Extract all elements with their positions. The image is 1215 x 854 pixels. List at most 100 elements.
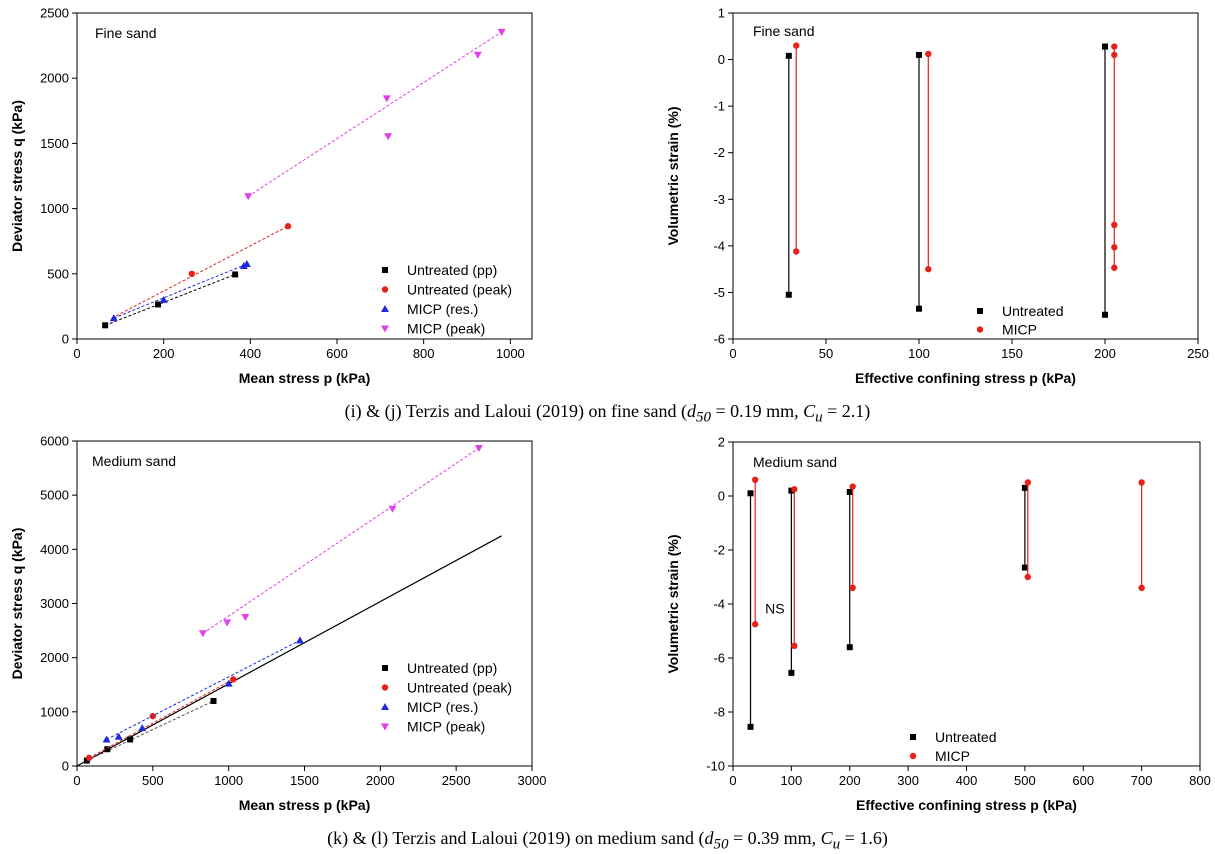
x-tick-label: 800 [1189, 773, 1211, 788]
data-point [188, 270, 196, 277]
legend-item: MICP (peak) [381, 321, 485, 337]
data-point [791, 642, 798, 650]
chart-title: Fine sand [95, 25, 156, 41]
x-tick-label: 200 [839, 773, 861, 788]
data-point [925, 50, 932, 58]
data-point [788, 487, 795, 494]
trend-line [88, 678, 234, 759]
data-point [109, 314, 118, 322]
y-axis-label: Volumetric strain (%) [665, 535, 681, 674]
data-point [382, 95, 391, 103]
trend-line [113, 263, 248, 319]
y-axis: 0 1000 2000 3000 4000 5000 6000 [40, 434, 77, 774]
x-axis: 0 50 100 150 200 250 [729, 339, 1209, 361]
series-untreated-peak [111, 223, 292, 319]
data-point [788, 669, 795, 676]
y-tick-label: 1000 [40, 201, 69, 216]
x-tick-label: 2500 [442, 773, 471, 788]
x-tick-label: 2000 [366, 773, 395, 788]
legend-item: Untreated (peak) [381, 282, 512, 298]
x-tick-label: 100 [908, 346, 930, 361]
data-point [1021, 564, 1028, 571]
caption-value-d: = 0.39 mm, [728, 828, 821, 848]
caption-sub-c: u [815, 409, 823, 426]
legend-marker [382, 665, 388, 671]
legend-marker [381, 305, 389, 312]
data-point [223, 619, 232, 627]
x-tick-label: 1000 [214, 773, 243, 788]
data-point [497, 28, 506, 36]
data-point [916, 51, 922, 58]
series-untreated-pp [83, 698, 217, 764]
data-point [785, 52, 792, 59]
legend-label: MICP [1002, 322, 1037, 338]
chart-fine-sand-volumetric-strain: 0 50 100 150 200 250 -6 -5 -4 -3 -2 -1 0 1 Effective c… [665, 6, 1209, 387]
data-point [241, 614, 250, 622]
data-point [785, 291, 792, 298]
caption-text: (k) & (l) Terzis and Laloui (2019) on me… [327, 828, 705, 848]
legend-item: MICP (res.) [381, 699, 478, 715]
data-point [159, 295, 168, 303]
x-tick-label: 50 [819, 346, 833, 361]
caption-value-c: = 2.1) [822, 401, 871, 421]
x-tick-label: 400 [956, 773, 978, 788]
chart-fine-sand-stress-path: 0 200 400 600 800 1000 0 500 1000 1500 2000 2500 Mea… [9, 6, 533, 386]
x-tick-label: 500 [1014, 773, 1036, 788]
annotation-ns: NS [765, 600, 784, 616]
legend-marker [381, 684, 389, 691]
data-point [102, 735, 111, 743]
y-axis: -10 -8 -6 -4 -2 0 2 [706, 435, 733, 774]
y-tick-label: 0 [718, 489, 725, 504]
chart-title: Fine sand [753, 23, 814, 39]
y-tick-label: 4000 [40, 542, 69, 557]
data-point [751, 621, 759, 628]
data-point [751, 476, 759, 483]
chart-title: Medium sand [753, 454, 837, 470]
data-point [284, 223, 292, 230]
x-tick-label: 200 [1094, 346, 1116, 361]
caption-sub-d: 50 [713, 836, 729, 853]
series-untreated-pp [102, 271, 239, 329]
caption-text: (i) & (j) Terzis and Laloui (2019) on fi… [344, 401, 687, 421]
data-point [1102, 311, 1108, 318]
data-point [916, 305, 922, 312]
legend-marker [909, 752, 917, 760]
chart-medium-sand-stress-path: 0 500 1000 1500 2000 2500 3000 0 1000 2000 3000 400… [9, 434, 546, 814]
y-tick-label: -5 [713, 285, 725, 300]
legend-marker [976, 326, 984, 333]
data-point [791, 486, 798, 493]
x-tick-label: 200 [153, 346, 175, 361]
y-tick-label: -1 [713, 99, 725, 114]
data-point [242, 260, 251, 268]
data-point [1111, 244, 1118, 251]
x-tick-label: 400 [239, 346, 261, 361]
data-point [232, 271, 239, 278]
x-tick-label: 100 [781, 773, 803, 788]
y-tick-label: 5000 [40, 488, 69, 503]
y-tick-label: 2000 [40, 650, 69, 665]
data-point [83, 757, 90, 764]
x-axis-label: Mean stress p (kPa) [239, 370, 371, 386]
trend-line [247, 31, 502, 197]
data-point [102, 322, 109, 329]
legend-marker [381, 286, 389, 293]
trend-line [86, 700, 214, 762]
data-point [1024, 479, 1031, 486]
series-micp [793, 42, 1118, 273]
legend-item: Untreated [910, 729, 996, 745]
x-tick-label: 0 [729, 346, 736, 361]
legend-label: MICP (res.) [407, 301, 478, 317]
legend-marker [381, 723, 389, 731]
data-point [244, 193, 253, 201]
legend-label: Untreated [935, 729, 996, 745]
data-point [388, 505, 397, 513]
data-point [793, 248, 800, 255]
y-tick-label: -4 [713, 238, 725, 253]
caption-sub-d: 50 [695, 409, 711, 426]
y-tick-label: 0 [718, 52, 725, 67]
data-point [793, 42, 800, 49]
y-axis: -6 -5 -4 -3 -2 -1 0 1 [713, 6, 733, 347]
data-point [127, 736, 134, 743]
series-micp-res [102, 636, 304, 743]
legend-item: Untreated [977, 303, 1063, 319]
